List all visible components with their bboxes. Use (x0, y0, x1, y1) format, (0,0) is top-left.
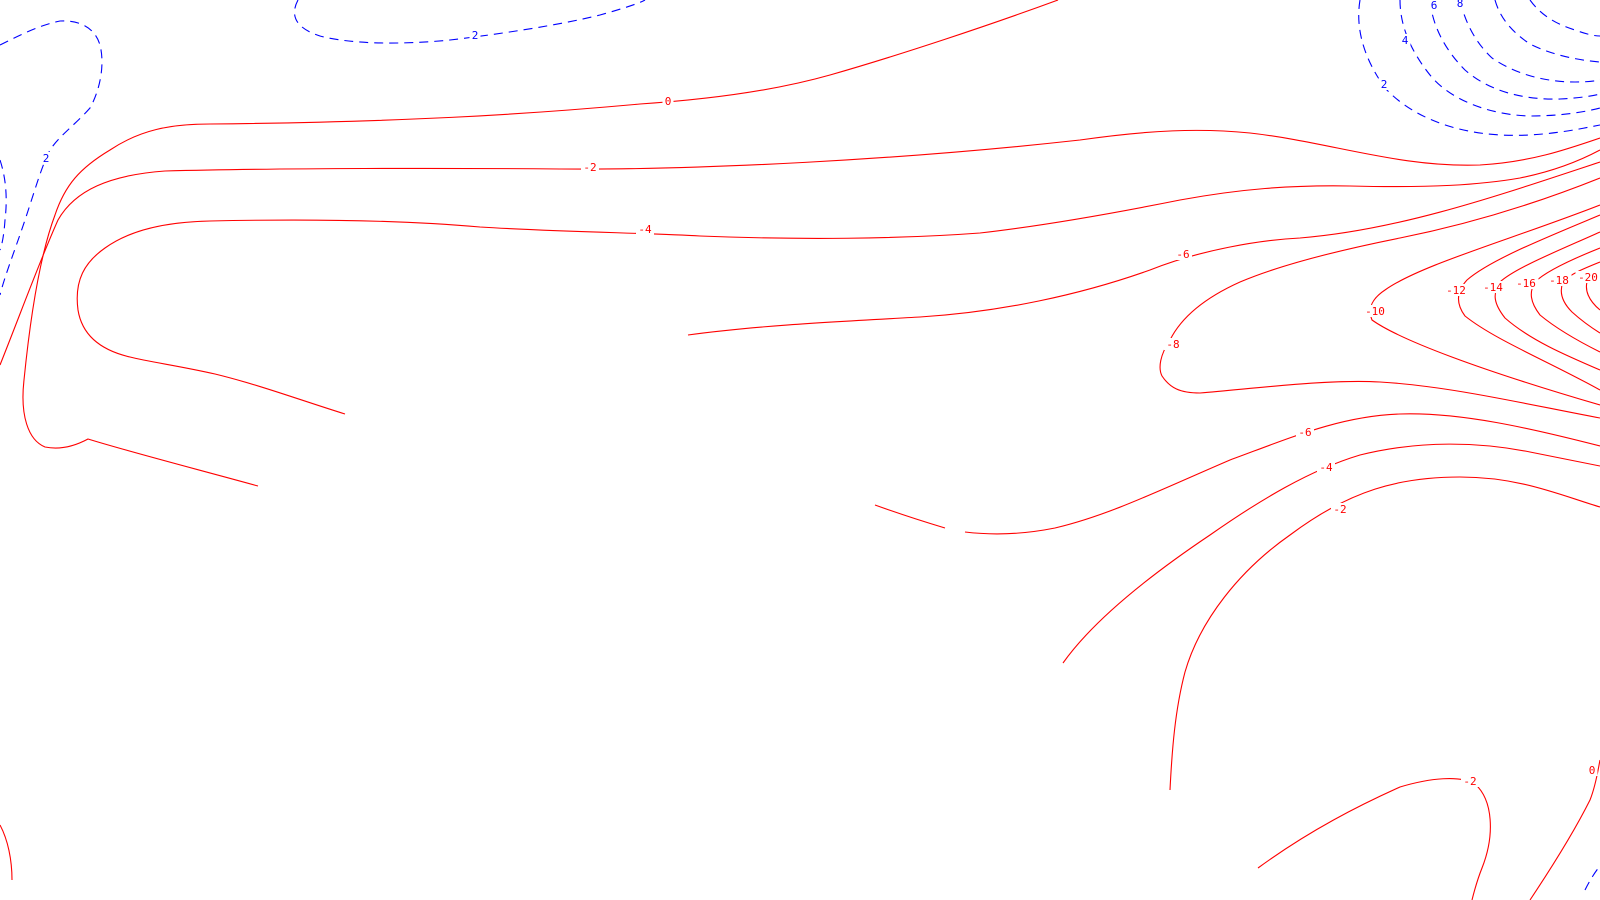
positive-contour-labels: 2 2 2 4 6 8 (40, 0, 1466, 165)
negative-contour-label-bg (1296, 426, 1314, 438)
contour-line-minus4-left (76, 149, 1600, 415)
contour-line-minus14 (1494, 231, 1600, 371)
contour-line-12 (1529, 0, 1600, 37)
negative-contour-label: -4 (638, 223, 652, 236)
negative-contour-label: -18 (1549, 274, 1569, 287)
contour-line-2-left (0, 20, 103, 296)
negative-contour-label: 0 (1589, 764, 1596, 777)
positive-contour-label-bg (1399, 34, 1411, 46)
negative-contour-label-bg (1362, 305, 1388, 317)
negative-contour-label-bg (1174, 248, 1192, 260)
negative-contour-label-bg (1317, 461, 1335, 473)
positive-contour-label-bg (1454, 0, 1466, 9)
negative-contour-label: -2 (583, 161, 596, 174)
positive-contour-label: 2 (472, 29, 479, 42)
negative-contour-label-bg (1164, 338, 1182, 350)
positive-contour-label-bg (469, 29, 481, 41)
contour-line-minus12 (1457, 214, 1600, 391)
positive-contour-label: 2 (43, 152, 50, 165)
contour-line-minus8 (1159, 177, 1600, 419)
contour-line-2-top-right (1358, 0, 1600, 136)
negative-contour-label: -12 (1446, 284, 1466, 297)
negative-contour-label-bg (1443, 284, 1469, 296)
positive-contour-label: 8 (1457, 0, 1464, 10)
positive-contour-label-bg (1428, 0, 1440, 11)
contour-line-minus4-lower (1062, 443, 1600, 664)
positive-contour-label-bg (1378, 78, 1390, 90)
contour-line-minus2 (0, 129, 1600, 366)
negative-contour-label-bg (1480, 281, 1506, 293)
contour-line-minus2-bottom (1257, 778, 1491, 900)
negative-contour-label-bg (1513, 277, 1539, 289)
negative-contour-labels: 0-2-4-6-8-10-12 -14 -16 -18 -20-6-4-2-20 (581, 95, 1600, 788)
contour-line-minus6-upper (687, 161, 1600, 336)
negative-contour-label-bg (1331, 503, 1349, 515)
negative-contour-label-bg (1575, 271, 1600, 283)
contour-line-bottom-left-arc (0, 824, 13, 881)
positive-contour-label-bg (40, 152, 52, 164)
contour-line-minus6-lower (874, 413, 1600, 535)
negative-contour-label-bg (1546, 274, 1572, 286)
positive-contour-label: 4 (1402, 34, 1409, 47)
negative-contour-label: -20 (1578, 271, 1598, 284)
negative-contour-label: -10 (1365, 305, 1385, 318)
negative-contour-label-bg (636, 223, 654, 235)
negative-contour-label: -14 (1483, 281, 1503, 294)
negative-contour-label: -6 (1176, 248, 1189, 261)
negative-contour-label-bg (662, 95, 674, 107)
contour-line-0-upper (22, 0, 1059, 487)
positive-contour-label: 2 (1381, 78, 1388, 91)
contour-line-2-bottom-right (1584, 865, 1600, 891)
negative-contour-label: -6 (1298, 426, 1311, 439)
negative-contour-label: -2 (1463, 775, 1476, 788)
contour-line-2-far-left (0, 159, 7, 251)
contour-line-0-bottom (1529, 759, 1600, 900)
contour-line-6 (1429, 0, 1600, 100)
negative-contour-label-bg (1586, 764, 1598, 776)
negative-contour-label: -8 (1166, 338, 1179, 351)
contour-line-10 (1494, 0, 1600, 63)
negative-contour-label-bg (1461, 775, 1479, 787)
contour-line-minus16 (1530, 247, 1600, 353)
negative-contour-label: -16 (1516, 277, 1536, 290)
contour-line-minus2-lower (1169, 476, 1600, 791)
positive-contour-label: 6 (1431, 0, 1438, 12)
negative-contour-label-bg (581, 161, 599, 173)
contour-line-4 (1399, 0, 1600, 117)
negative-contour-label: 0 (665, 95, 672, 108)
negative-contour-label: -4 (1319, 461, 1333, 474)
contour-line-8 (1459, 0, 1600, 83)
negative-contour-label: -2 (1333, 503, 1346, 516)
contour-line-2-top-left (293, 0, 646, 44)
